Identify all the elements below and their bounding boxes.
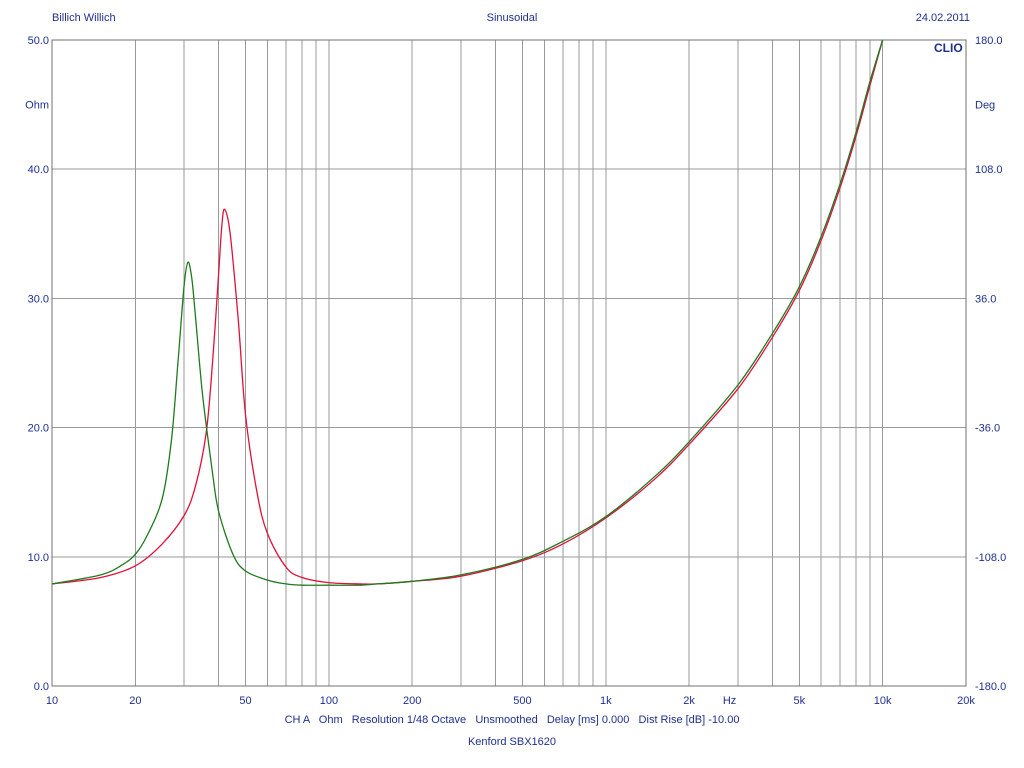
y2-axis-label: Deg xyxy=(975,100,995,112)
x-tick-label: 2k xyxy=(683,695,695,707)
x-tick-label: 20k xyxy=(957,695,975,707)
y2-tick-label: -180.0 xyxy=(975,681,1006,693)
x-tick-label: 10k xyxy=(874,695,892,707)
footer-device-name: Kenford SBX1620 xyxy=(467,736,557,748)
y2-tick-label: -108.0 xyxy=(975,552,1006,564)
y-tick-label: 20.0 xyxy=(28,423,49,435)
x-tick-label: 50 xyxy=(239,695,251,707)
x-tick-label: 200 xyxy=(403,695,421,707)
y-tick-label: 30.0 xyxy=(28,293,49,305)
y-tick-label: 50.0 xyxy=(28,35,49,47)
x-tick-label: 10 xyxy=(46,695,58,707)
x-tick-label: 500 xyxy=(513,695,531,707)
y-tick-label: 0.0 xyxy=(34,681,49,693)
y-tick-label: 10.0 xyxy=(28,552,49,564)
series-line-2 xyxy=(51,39,884,586)
series-line-1 xyxy=(51,39,884,585)
header-center: Sinusoidal xyxy=(486,12,538,24)
x-axis-unit: Hz xyxy=(723,695,736,707)
x-tick-label: 100 xyxy=(320,695,338,707)
footer-settings: CH A Ohm Resolution 1/48 Octave Unsmooth… xyxy=(284,714,740,726)
y2-tick-label: -36.0 xyxy=(975,423,1000,435)
y2-tick-label: 36.0 xyxy=(975,293,996,305)
x-tick-label: 20 xyxy=(129,695,141,707)
y2-tick-label: 108.0 xyxy=(975,164,1003,176)
brand-label: CLIO xyxy=(934,41,963,55)
y-axis-label: Ohm xyxy=(25,100,49,112)
plot-frame xyxy=(51,39,967,687)
header-right: 24.02.2011 xyxy=(915,12,970,24)
x-tick-label: 5k xyxy=(793,695,805,707)
header-left: Billich Willich xyxy=(52,12,116,24)
y2-tick-label: 180.0 xyxy=(975,35,1003,47)
x-tick-label: 1k xyxy=(600,695,612,707)
y-tick-label: 40.0 xyxy=(28,164,49,176)
